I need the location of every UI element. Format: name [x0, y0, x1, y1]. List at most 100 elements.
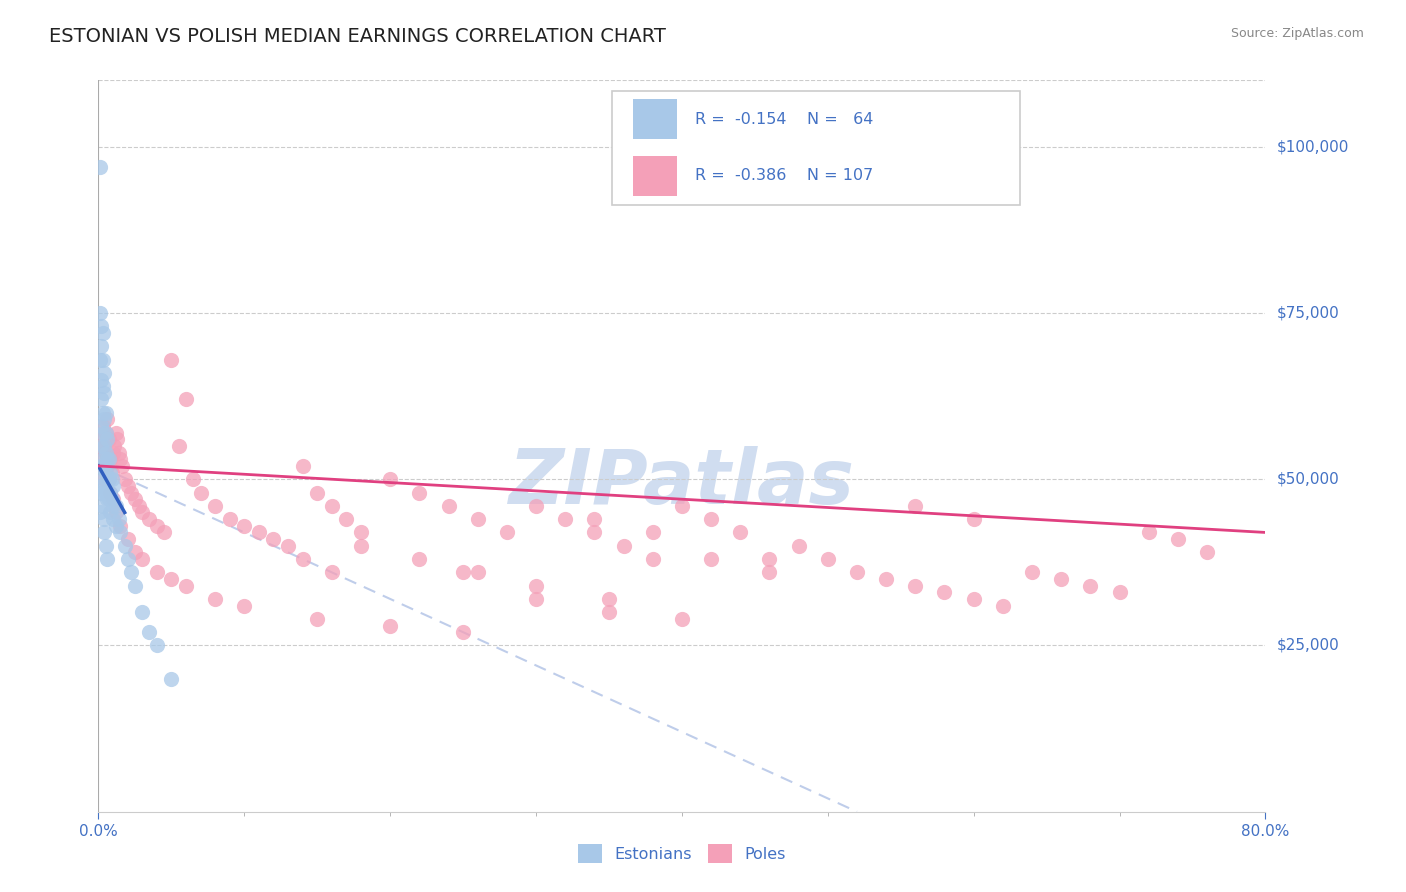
Point	[90, 339, 112, 353]
Point	[93, 525, 115, 540]
Point	[89, 472, 111, 486]
Point	[108, 512, 131, 526]
Point	[94, 539, 117, 553]
Legend: Estonians, Poles: Estonians, Poles	[571, 838, 793, 870]
Point	[138, 512, 160, 526]
Point	[467, 512, 489, 526]
Point	[524, 499, 547, 513]
Point	[451, 566, 474, 580]
Point	[146, 639, 169, 653]
Point	[117, 552, 139, 566]
Point	[108, 445, 131, 459]
Point	[787, 539, 810, 553]
Point	[90, 372, 112, 386]
Point	[96, 552, 118, 566]
Point	[110, 452, 132, 467]
Point	[524, 579, 547, 593]
Point	[131, 605, 153, 619]
Point	[94, 425, 117, 440]
Point	[846, 566, 869, 580]
Point	[90, 458, 112, 473]
Point	[104, 506, 127, 520]
Point	[96, 492, 118, 507]
Point	[93, 412, 115, 426]
Point	[641, 552, 664, 566]
Point	[451, 625, 474, 640]
Text: Source: ZipAtlas.com: Source: ZipAtlas.com	[1230, 27, 1364, 40]
Point	[98, 485, 121, 500]
Point	[98, 466, 121, 480]
FancyBboxPatch shape	[612, 91, 1021, 204]
FancyBboxPatch shape	[633, 99, 678, 139]
Point	[350, 539, 373, 553]
Point	[408, 485, 430, 500]
Point	[307, 485, 329, 500]
Point	[146, 566, 169, 580]
Point	[101, 492, 124, 507]
Point	[291, 552, 314, 566]
Point	[98, 506, 121, 520]
Point	[103, 439, 125, 453]
Point	[160, 572, 183, 586]
Point	[91, 326, 114, 340]
Point	[93, 472, 115, 486]
Point	[94, 406, 117, 420]
Point	[160, 672, 183, 686]
Point	[904, 579, 927, 593]
Point	[91, 458, 114, 473]
Point	[181, 472, 204, 486]
Text: R =  -0.386    N = 107: R = -0.386 N = 107	[695, 169, 873, 183]
Point	[91, 452, 114, 467]
Point	[146, 518, 169, 533]
Point	[93, 439, 115, 453]
Point	[110, 525, 132, 540]
Point	[90, 433, 112, 447]
Point	[131, 506, 153, 520]
Point	[94, 466, 117, 480]
Point	[94, 445, 117, 459]
Point	[467, 566, 489, 580]
Point	[96, 412, 118, 426]
Point	[437, 499, 460, 513]
Point	[730, 525, 752, 540]
Point	[583, 525, 606, 540]
Point	[111, 458, 134, 473]
Point	[277, 539, 299, 553]
Point	[90, 479, 112, 493]
Point	[117, 479, 139, 493]
Point	[671, 612, 693, 626]
Point	[817, 552, 839, 566]
Point	[93, 512, 115, 526]
Point	[124, 545, 146, 559]
Point	[90, 392, 112, 407]
Point	[583, 512, 606, 526]
Point	[120, 485, 142, 500]
Point	[101, 479, 124, 493]
Point	[91, 352, 114, 367]
Point	[94, 425, 117, 440]
Point	[105, 433, 128, 447]
Text: ZIPatlas: ZIPatlas	[509, 446, 855, 519]
Point	[101, 445, 124, 459]
Point	[91, 499, 114, 513]
Point	[1108, 585, 1130, 599]
Point	[174, 579, 197, 593]
Point	[98, 452, 121, 467]
Point	[97, 492, 120, 507]
Point	[131, 552, 153, 566]
Point	[204, 499, 226, 513]
Point	[554, 512, 576, 526]
Point	[89, 306, 111, 320]
Point	[104, 518, 127, 533]
Point	[128, 499, 150, 513]
Point	[153, 525, 176, 540]
Point	[100, 472, 122, 486]
Point	[93, 366, 115, 380]
Point	[94, 485, 117, 500]
Point	[91, 419, 114, 434]
Point	[1021, 566, 1043, 580]
Point	[247, 525, 270, 540]
Point	[160, 352, 183, 367]
Point	[218, 512, 240, 526]
Point	[96, 433, 118, 447]
